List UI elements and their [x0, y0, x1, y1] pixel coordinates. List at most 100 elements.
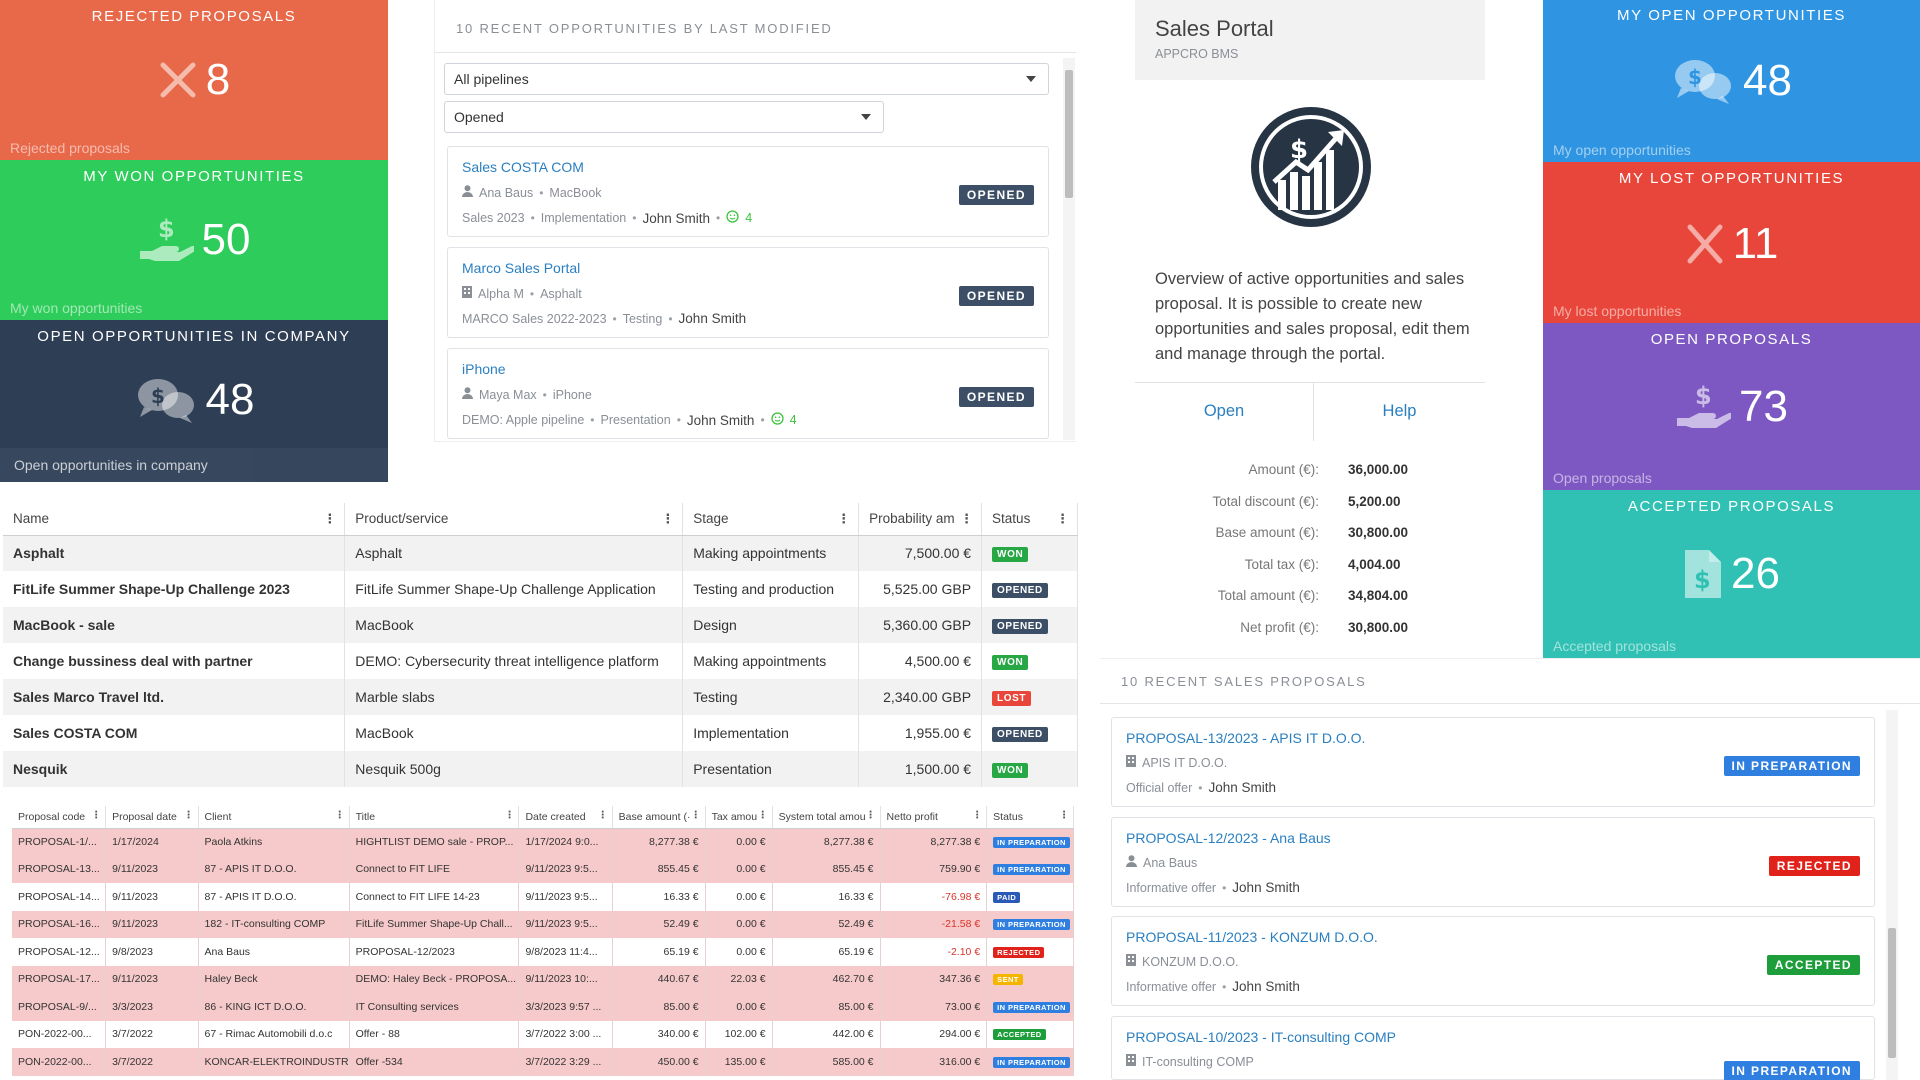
tile-footer: My won opportunities	[10, 300, 143, 316]
scroll-thumb[interactable]	[1065, 70, 1073, 198]
proposal-title[interactable]: PROPOSAL-10/2023 - IT-consulting COMP	[1126, 1029, 1396, 1045]
kebab-icon[interactable]: ⋮	[334, 810, 345, 821]
column-header-title[interactable]: Title ⋮	[349, 806, 520, 829]
pipeline-select[interactable]: All pipelines	[444, 63, 1049, 95]
kebab-icon[interactable]: ⋮	[323, 511, 337, 526]
stage-name: Presentation	[600, 413, 671, 427]
panel-title: 10 RECENT SALES PROPOSALS	[1121, 674, 1367, 689]
column-label: System total amou	[778, 810, 866, 823]
kebab-icon[interactable]: ⋮	[1059, 810, 1069, 821]
kebab-icon[interactable]: ⋮	[690, 810, 701, 821]
proposal-card[interactable]: PROPOSAL-10/2023 - IT-consulting COMP IT-…	[1111, 1016, 1875, 1080]
column-header-name[interactable]: Name ⋮	[3, 503, 346, 536]
opportunity-card[interactable]: iPhone Maya Max • iPhone DEMO: Apple pip…	[447, 348, 1049, 439]
column-header-base-amount[interactable]: Base amount (· ⋮	[612, 806, 706, 829]
table-row[interactable]: PON-2022-00... 3/7/2022 67 - Rimac Automob…	[12, 1020, 1074, 1048]
opportunity-card[interactable]: Marco Sales Portal Alpha M • Asphalt MAR…	[447, 247, 1049, 338]
opportunity-title[interactable]: iPhone	[462, 361, 506, 377]
table-row[interactable]: Nesquik Nesquik 500g Presentation 1,500.00 …	[3, 751, 1078, 787]
table-row[interactable]: PROPOSAL-13... 9/11/2023 87 - APIS IT D.O.…	[12, 855, 1074, 883]
table-row[interactable]: PROPOSAL-14... 9/11/2023 87 - APIS IT D.O.…	[12, 883, 1074, 911]
summary-label: Total discount (€):	[1212, 494, 1319, 509]
table-row[interactable]: Sales COSTA COM MacBook Implementation 1,95…	[3, 715, 1078, 751]
status-badge: WON	[992, 547, 1029, 563]
building-icon	[462, 286, 472, 301]
column-header-client[interactable]: Client ⋮	[198, 806, 350, 829]
proposal-title[interactable]: PROPOSAL-13/2023 - APIS IT D.O.O.	[1126, 730, 1366, 746]
column-header-status[interactable]: Status ⋮	[986, 806, 1074, 829]
column-header-probability[interactable]: Probability am ⋮	[858, 503, 983, 536]
base-amount-cell: 52.49 €	[612, 910, 706, 938]
opportunity-card[interactable]: Sales COSTA COM Ana Baus • MacBook Sales…	[447, 146, 1049, 237]
table-row[interactable]: Change bussiness deal with partner DEMO: …	[3, 643, 1078, 679]
tax-amount-cell: 135.00 €	[705, 1048, 773, 1076]
proposal-card[interactable]: PROPOSAL-12/2023 - Ana Baus Ana Baus Infor…	[1111, 817, 1875, 907]
kebab-icon[interactable]: ⋮	[960, 511, 974, 526]
table-row[interactable]: PROPOSAL-12... 9/8/2023 Ana Baus PROPOSAL-1…	[12, 938, 1074, 966]
stage-cell: Design	[682, 607, 860, 643]
title-cell: Connect to FIT LIFE 14-23	[349, 883, 520, 911]
kebab-icon[interactable]: ⋮	[1056, 511, 1069, 526]
column-header-proposal-code[interactable]: Proposal code ⋮	[12, 806, 107, 829]
column-header-proposal-date[interactable]: Proposal date ⋮	[105, 806, 199, 829]
separator-dot: •	[676, 413, 681, 427]
opportunity-title[interactable]: Marco Sales Portal	[462, 260, 581, 276]
opportunity-title[interactable]: Sales COSTA COM	[462, 159, 584, 175]
proposal-title[interactable]: PROPOSAL-12/2023 - Ana Baus	[1126, 830, 1331, 846]
status-select[interactable]: Opened	[444, 101, 884, 133]
proposal-card[interactable]: PROPOSAL-13/2023 - APIS IT D.O.O. APIS IT…	[1111, 717, 1875, 807]
offer-type: Official offer	[1126, 780, 1193, 795]
table-row[interactable]: PROPOSAL-1/... 1/17/2024 Paola Atkins HIGHT…	[12, 828, 1074, 856]
my-open-opportunities-tile[interactable]: MY OPEN OPPORTUNITIES $ 48 My open oppor…	[1543, 0, 1920, 162]
proposal-card[interactable]: PROPOSAL-11/2023 - KONZUM D.O.O. KONZUM D…	[1111, 916, 1875, 1006]
help-button[interactable]: Help	[1382, 402, 1417, 420]
table-row[interactable]: Asphalt Asphalt Making appointments 7,500.0…	[3, 535, 1078, 571]
kebab-icon[interactable]: ⋮	[504, 810, 515, 821]
date-created-cell: 1/17/2024 9:0...	[518, 828, 613, 856]
table-row[interactable]: MacBook - sale MacBook Design 5,360.00 GBP O…	[3, 607, 1078, 643]
column-header-status[interactable]: Status ⋮	[981, 503, 1078, 536]
kebab-icon[interactable]: ⋮	[91, 810, 102, 821]
accepted-proposals-tile[interactable]: ACCEPTED PROPOSALS $ 26 Accepted proposa…	[1543, 490, 1920, 658]
open-button[interactable]: Open	[1135, 383, 1314, 441]
status-badge: OPENED	[992, 619, 1048, 634]
column-header-netto-profit[interactable]: Netto profit ⋮	[880, 806, 988, 829]
kebab-icon[interactable]: ⋮	[183, 810, 194, 821]
kebab-icon[interactable]: ⋮	[757, 810, 768, 821]
opportunities-scrollbar[interactable]	[1063, 58, 1075, 440]
separator-dot: •	[529, 286, 535, 301]
my-lost-opportunities-tile[interactable]: MY LOST OPPORTUNITIES 11 My lost opportu…	[1543, 162, 1920, 323]
netto-profit-cell: 73.00 €	[880, 993, 988, 1021]
table-row[interactable]: PROPOSAL-17... 9/11/2023 Haley Beck DEMO: H…	[12, 965, 1074, 993]
column-header-system-total[interactable]: System total amou ⋮	[772, 806, 881, 829]
table-row[interactable]: PROPOSAL-9/... 3/3/2023 86 - KING ICT D.O.…	[12, 993, 1074, 1021]
kebab-icon[interactable]: ⋮	[865, 810, 876, 821]
kebab-icon[interactable]: ⋮	[837, 511, 851, 526]
table-row[interactable]: FitLife Summer Shape-Up Challenge 2023 Fi…	[3, 571, 1078, 607]
building-icon	[1126, 954, 1136, 969]
smile-icon	[770, 412, 784, 428]
column-header-date-created[interactable]: Date created ⋮	[518, 806, 613, 829]
column-header-tax-amount[interactable]: Tax amou ⋮	[705, 806, 773, 829]
proposal-title[interactable]: PROPOSAL-11/2023 - KONZUM D.O.O.	[1126, 929, 1378, 945]
table-row[interactable]: Sales Marco Travel ltd. Marble slabs Testi…	[3, 679, 1078, 715]
column-header-stage[interactable]: Stage ⋮	[682, 503, 860, 536]
kebab-icon[interactable]: ⋮	[972, 810, 983, 821]
open-proposals-tile[interactable]: OPEN PROPOSALS $ 73 Open proposals	[1543, 323, 1920, 490]
title-cell: Connect to FIT LIFE	[349, 855, 520, 883]
table-row[interactable]: PROPOSAL-16... 9/11/2023 182 - IT-consulti…	[12, 910, 1074, 938]
base-amount-cell: 450.00 €	[612, 1048, 706, 1076]
open-opportunities-company-tile[interactable]: OPEN OPPORTUNITIES IN COMPANY $ 48 Open …	[0, 320, 388, 482]
owner-name: John Smith	[678, 311, 747, 326]
title-cell: Offer - 88	[349, 1020, 520, 1048]
stage-cell: Presentation	[682, 751, 860, 787]
scroll-thumb[interactable]	[1888, 928, 1896, 1058]
kebab-icon[interactable]: ⋮	[661, 511, 675, 526]
column-header-product[interactable]: Product/service ⋮	[344, 503, 684, 536]
kebab-icon[interactable]: ⋮	[597, 810, 608, 821]
pipeline-name: MARCO Sales 2022-2023	[462, 311, 607, 326]
proposals-scrollbar[interactable]	[1886, 710, 1898, 1080]
rejected-proposals-tile[interactable]: REJECTED PROPOSALS 8 Rejected proposals	[0, 0, 388, 160]
table-row[interactable]: PON-2022-00... 3/7/2022 KONCAR-ELEKTROINDU…	[12, 1048, 1074, 1076]
my-won-opportunities-tile[interactable]: MY WON OPPORTUNITIES $ 50 My won opportu…	[0, 160, 388, 320]
